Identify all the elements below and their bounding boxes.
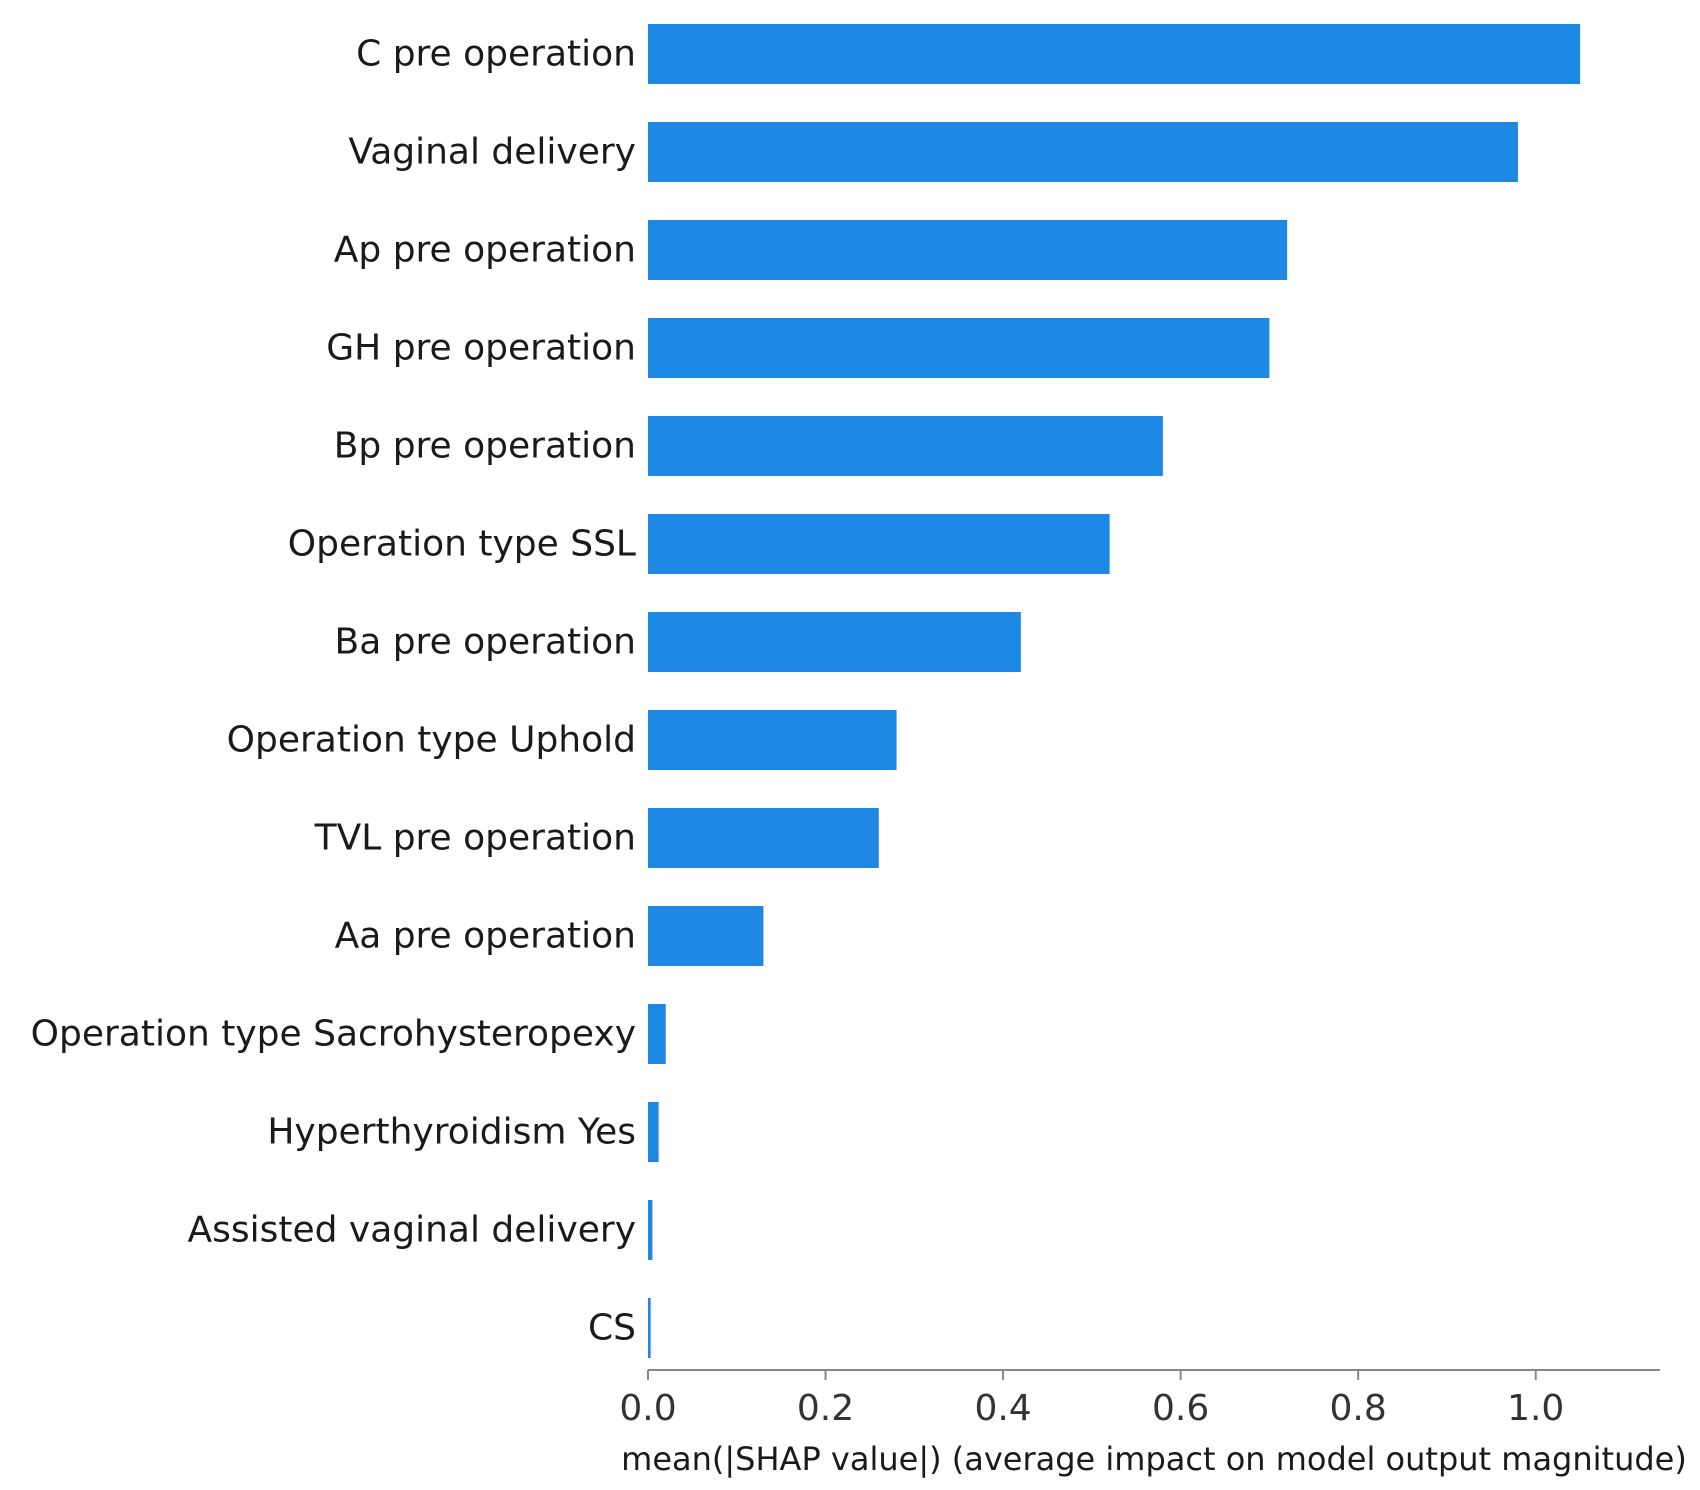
bar bbox=[648, 416, 1163, 476]
feature-label: Operation type SSL bbox=[288, 524, 636, 565]
bar bbox=[648, 514, 1110, 574]
x-tick-label: 0.4 bbox=[974, 1388, 1031, 1429]
x-tick-label: 0.6 bbox=[1152, 1388, 1209, 1429]
bar bbox=[648, 24, 1581, 84]
x-ticks-layer: 0.0 0.2 0.4 0.6 0.8 1.0 bbox=[619, 1370, 1564, 1429]
x-axis-title: mean(|SHAP value|) (average impact on mo… bbox=[621, 1440, 1687, 1478]
feature-label: Ba pre operation bbox=[335, 622, 637, 663]
bar bbox=[648, 220, 1288, 280]
feature-label: Vaginal delivery bbox=[348, 132, 636, 173]
x-tick-label: 0.8 bbox=[1330, 1388, 1387, 1429]
bar bbox=[648, 1298, 651, 1358]
feature-label: Aa pre operation bbox=[335, 916, 636, 957]
feature-label: Bp pre operation bbox=[334, 426, 636, 467]
x-tick-label: 1.0 bbox=[1507, 1388, 1564, 1429]
bars-layer bbox=[648, 24, 1581, 1358]
bar bbox=[648, 1004, 666, 1064]
feature-label: C pre operation bbox=[356, 34, 636, 75]
feature-label: Operation type Sacrohysteropexy bbox=[31, 1014, 636, 1055]
x-tick-label: 0.2 bbox=[797, 1388, 854, 1429]
bar bbox=[648, 1102, 659, 1162]
bar bbox=[648, 808, 879, 868]
feature-label: CS bbox=[588, 1308, 636, 1349]
feature-label: TVL pre operation bbox=[314, 818, 636, 859]
feature-label: Hyperthyroidism Yes bbox=[267, 1112, 636, 1153]
bar bbox=[648, 710, 897, 770]
x-tick-label: 0.0 bbox=[619, 1388, 676, 1429]
bar bbox=[648, 122, 1518, 182]
feature-label: GH pre operation bbox=[326, 328, 636, 369]
feature-label: Operation type Uphold bbox=[227, 720, 636, 761]
bar bbox=[648, 318, 1270, 378]
feature-label: Ap pre operation bbox=[334, 230, 636, 271]
feature-label: Assisted vaginal delivery bbox=[187, 1210, 636, 1251]
bar bbox=[648, 612, 1021, 672]
feature-labels-layer: C pre operation Vaginal delivery Ap pre op… bbox=[31, 34, 636, 1349]
bar bbox=[648, 906, 764, 966]
bar bbox=[648, 1200, 653, 1260]
